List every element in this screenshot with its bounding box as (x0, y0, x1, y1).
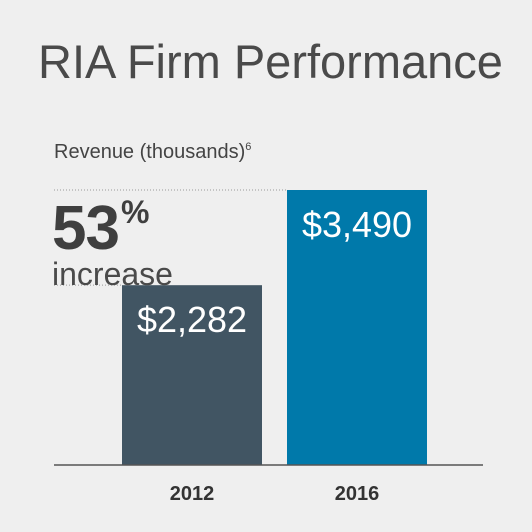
x-tick-label-2012: 2012 (170, 483, 215, 505)
chart-title: RIA Firm Performance (38, 35, 503, 88)
bar-value-label-2012: $2,282 (137, 299, 247, 340)
bar-2012 (122, 285, 262, 465)
subtitle-text: Revenue (thousands) (54, 141, 246, 163)
footnote-marker: 6 (245, 141, 252, 153)
increase-number: 53 (52, 194, 120, 263)
increase-unit: % (120, 194, 149, 230)
bar-value-label-2016: $3,490 (302, 204, 412, 245)
bar-2016 (287, 190, 427, 465)
increase-annotation-text: increase (52, 256, 173, 292)
x-tick-label-2016: 2016 (335, 483, 380, 505)
increase-annotation-value: 53% (52, 194, 149, 263)
chart-subtitle: Revenue (thousands)6 (54, 141, 251, 164)
